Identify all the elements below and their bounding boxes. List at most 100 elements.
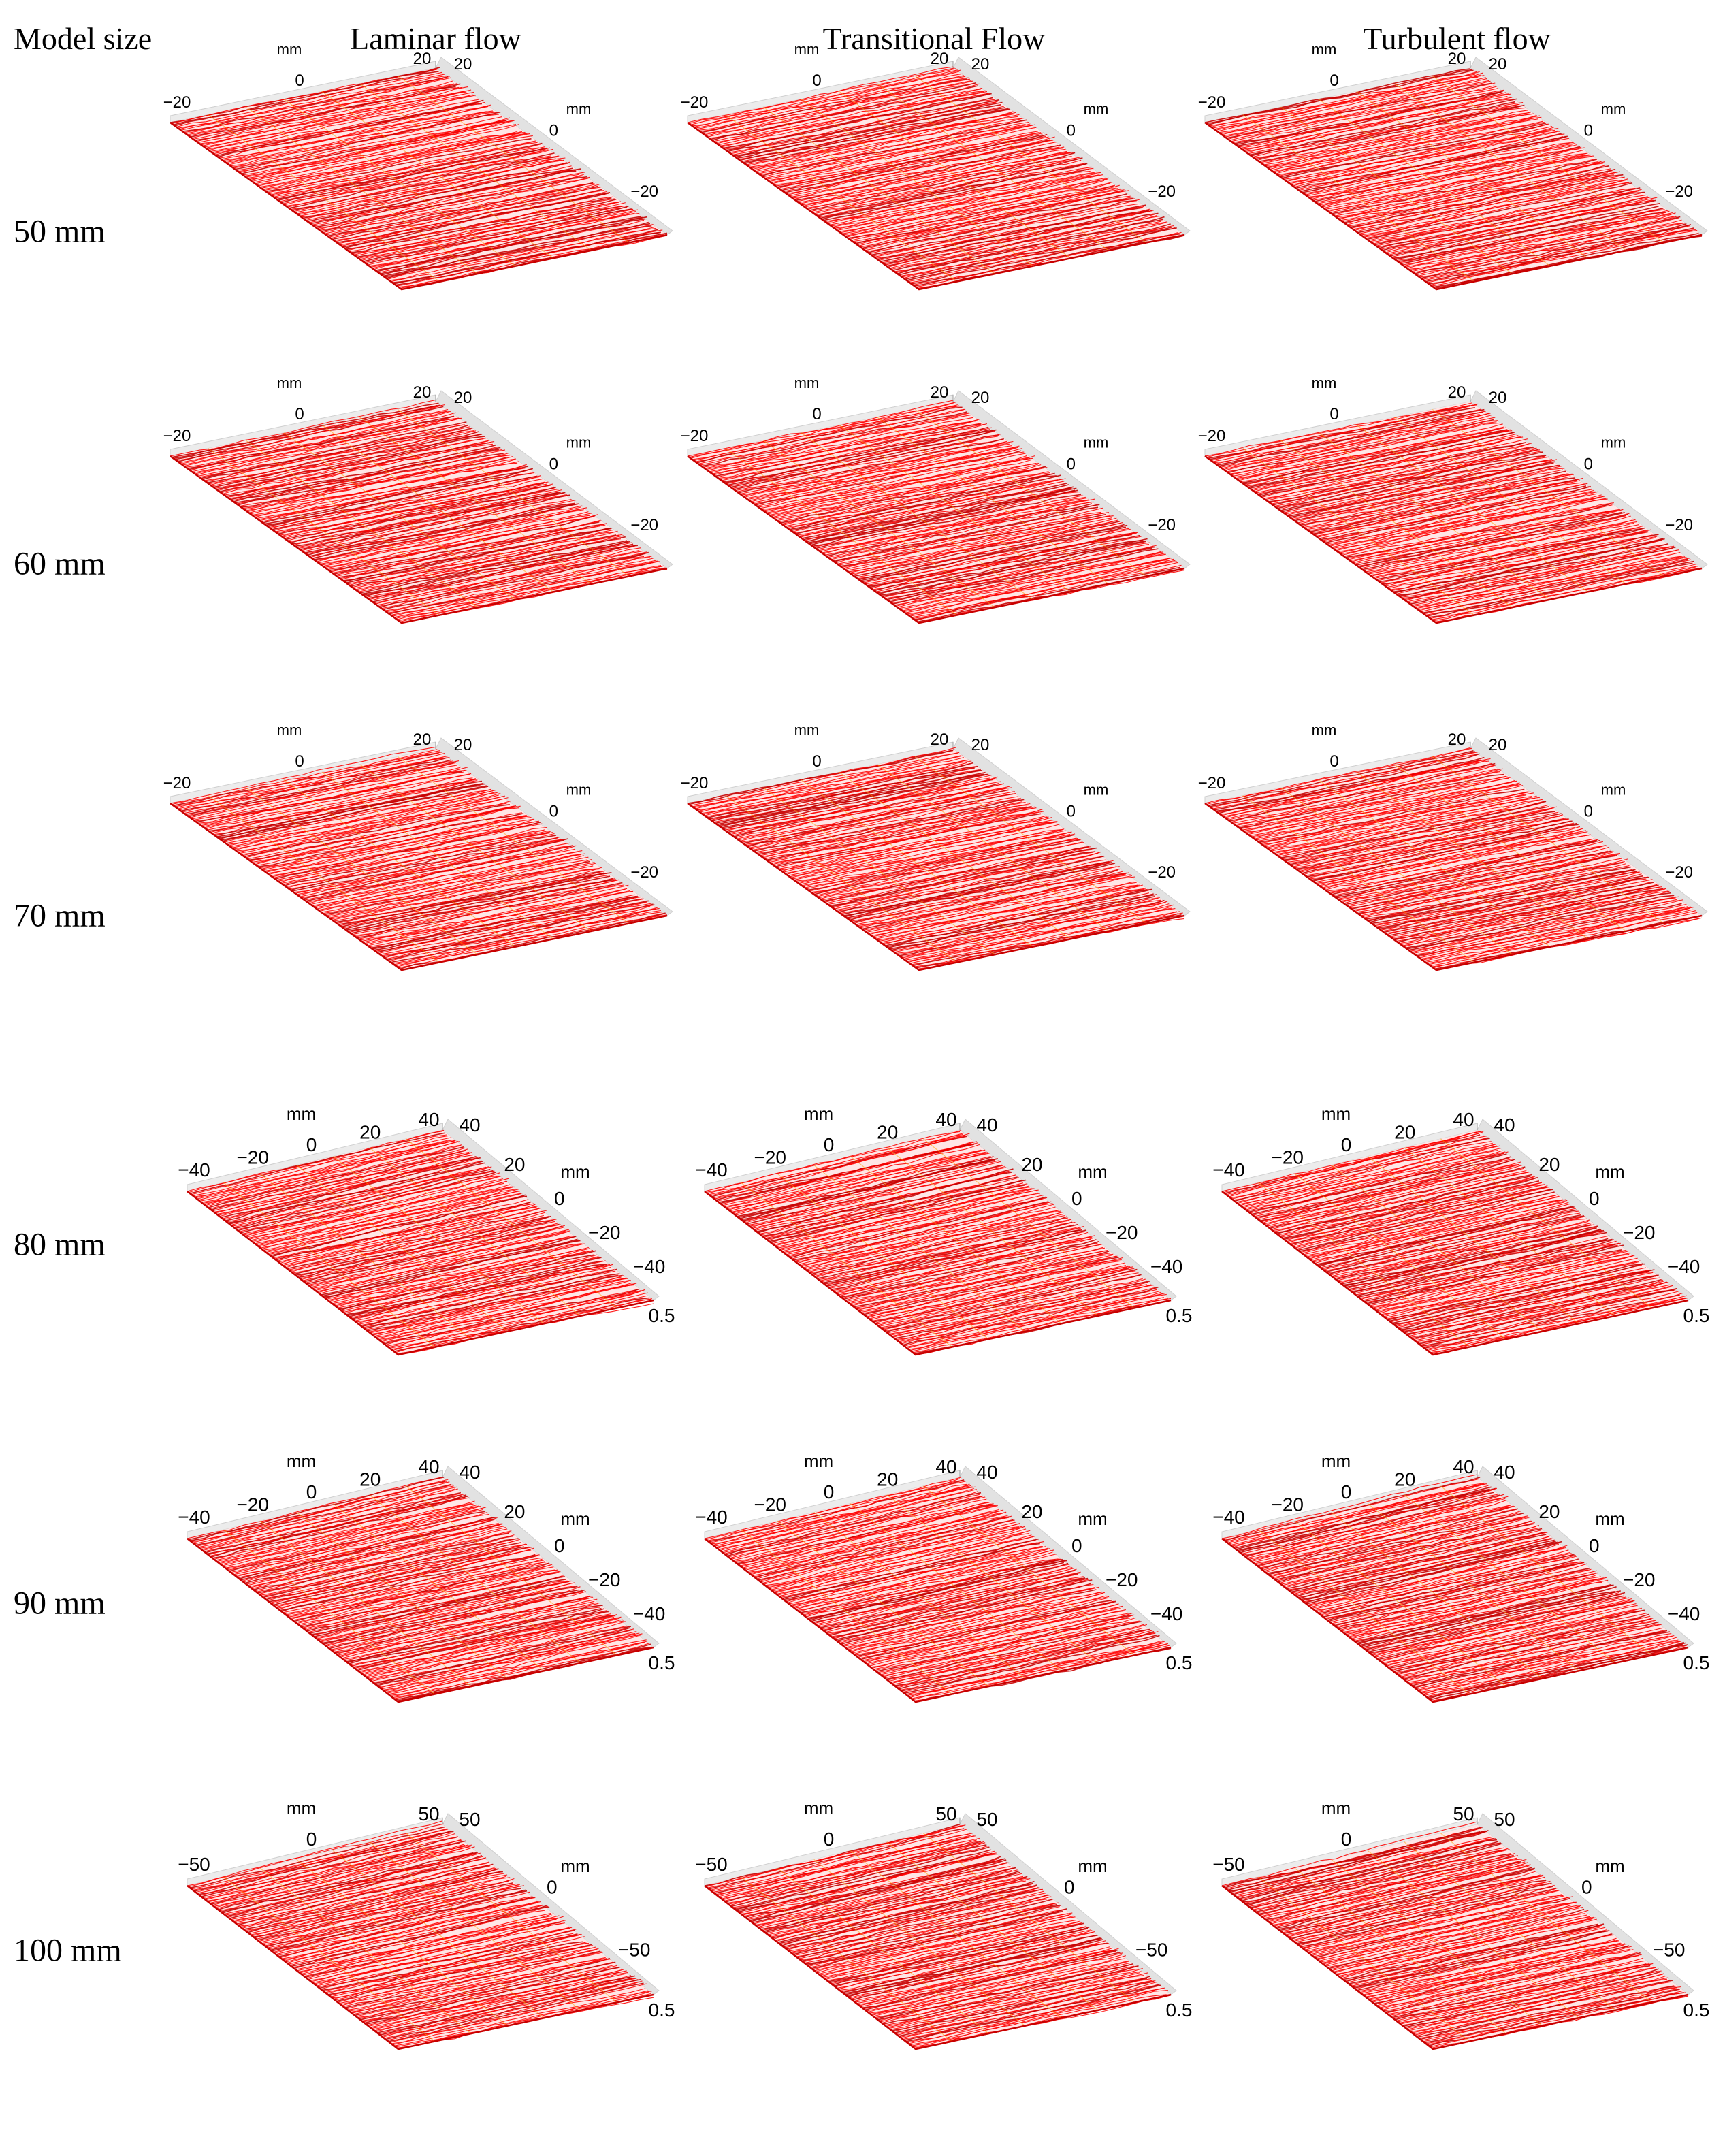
surface-edge	[687, 121, 1185, 291]
x-axis-tick: −20	[681, 774, 709, 792]
y-axis-tick: 0	[547, 1877, 558, 1898]
y-axis-tick: 0	[1071, 1188, 1082, 1209]
surface-plot-svg: −50 0 50 mm 50 0 −50 mm 0.5	[178, 1798, 675, 2050]
axis-tick-labels: −40 −20 0 20 40 mm 40 20 0 −20 −40 mm 0.5	[178, 1104, 675, 1326]
back-wall-right	[959, 1119, 1177, 1301]
y-axis-tick: −20	[1665, 182, 1693, 201]
z-axis-tick: 0.5	[649, 1305, 675, 1326]
y-axis-tick-top: 20	[971, 55, 990, 74]
x-axis-unit-label: mm	[277, 722, 302, 739]
y-axis-tick: −20	[1623, 1222, 1656, 1243]
surface-plot-60mm-transitional: −20 0 20 mm 20 0 −20 mm	[667, 374, 1198, 762]
x-axis-tick: 20	[1394, 1122, 1415, 1143]
y-axis-tick: 0	[1589, 1535, 1600, 1556]
surface-plot-70mm-turbulent: −20 0 20 mm 20 0 −20 mm	[1184, 722, 1715, 1110]
x-axis-unit-label: mm	[287, 1104, 316, 1124]
y-axis-tick-top: 20	[1489, 55, 1507, 74]
axis-tick-labels: −40 −20 0 20 40 mm 40 20 0 −20 −40 mm 0.5	[695, 1104, 1192, 1326]
y-axis-unit-label: mm	[1084, 782, 1109, 799]
y-axis-tick: 0	[1067, 803, 1076, 821]
x-axis-unit-label: mm	[794, 722, 820, 739]
surface-contours	[1221, 1821, 1689, 2050]
axis-tick-labels: −50 0 50 mm 50 0 −50 mm 0.5	[178, 1798, 675, 2021]
surface-contours	[187, 1820, 654, 2050]
x-axis-tick: 0	[1341, 1829, 1352, 1850]
back-wall-right	[1477, 1466, 1694, 1648]
surface-contours	[704, 1129, 1172, 1355]
surface-plot-svg: −20 0 20 mm 20 0 −20 mm	[681, 374, 1191, 624]
back-wall-right	[1470, 57, 1708, 236]
back-wall-right	[435, 57, 673, 236]
x-axis-tick: 0	[306, 1481, 317, 1502]
axis-tick-labels: −20 0 20 mm 20 0 −20 mm	[1198, 722, 1693, 882]
x-axis-tick: 0	[295, 752, 304, 771]
y-axis-unit-label: mm	[566, 434, 592, 451]
z-axis-tick: 0.5	[1683, 1999, 1710, 2021]
y-axis-tick: 20	[1021, 1501, 1042, 1522]
surface-edge	[1204, 455, 1703, 624]
surface-plot-svg: −40 −20 0 20 40 mm 40 20 0 −20 −40 mm 0.5	[178, 1451, 675, 1703]
x-axis-tick: −40	[1212, 1507, 1245, 1528]
axis-tick-labels: −50 0 50 mm 50 0 −50 mm 0.5	[695, 1798, 1192, 2021]
y-axis-tick: −20	[1623, 1569, 1656, 1590]
y-axis-tick: 0	[1589, 1188, 1600, 1209]
y-axis-tick: −40	[1150, 1603, 1183, 1624]
x-axis-tick: 0	[306, 1134, 317, 1155]
x-axis-tick: 40	[935, 1109, 956, 1130]
surface-plot-90mm-transitional: −40 −20 0 20 40 mm 40 20 0 −20 −40 mm 0.5	[667, 1451, 1198, 1804]
x-axis-tick: −40	[178, 1159, 210, 1180]
x-axis-tick: 50	[418, 1803, 439, 1824]
x-axis-unit-label: mm	[1321, 1798, 1351, 1818]
surface-contours	[170, 66, 668, 290]
y-axis-tick-top: 40	[976, 1114, 997, 1136]
y-axis-unit-label: mm	[1595, 1856, 1624, 1876]
y-axis-unit-label: mm	[1601, 434, 1626, 451]
surface-plot-svg: −20 0 20 mm 20 0 −20 mm	[163, 374, 673, 624]
x-axis-tick: −40	[695, 1159, 728, 1180]
x-axis-tick: 40	[1453, 1456, 1474, 1477]
y-axis-tick-top: 40	[976, 1462, 997, 1483]
surface-plot-50mm-laminar: −20 0 20 mm 20 0 −20 mm	[150, 41, 681, 429]
x-axis-tick: 40	[1453, 1109, 1474, 1130]
y-axis-tick: 0	[1584, 803, 1593, 821]
axis-tick-labels: −20 0 20 mm 20 0 −20 mm	[681, 722, 1176, 882]
surface-plot-80mm-turbulent: −40 −20 0 20 40 mm 40 20 0 −20 −40 mm 0.5	[1184, 1104, 1715, 1457]
y-axis-tick: 0	[549, 122, 558, 140]
x-axis-unit-label: mm	[794, 41, 820, 58]
y-axis-tick: −50	[1135, 1939, 1168, 1960]
y-axis-tick: 20	[504, 1501, 525, 1522]
x-axis-tick: 0	[824, 1481, 835, 1502]
surface-plot-100mm-transitional: −50 0 50 mm 50 0 −50 mm 0.5	[667, 1798, 1198, 2151]
y-axis-tick-top: 20	[454, 55, 472, 74]
y-axis-tick: 0	[1584, 122, 1593, 140]
y-axis-unit-label: mm	[560, 1856, 590, 1876]
x-axis-unit-label: mm	[287, 1451, 316, 1471]
surface-edge	[187, 1538, 654, 1703]
surface-edge	[170, 455, 668, 624]
back-wall-right	[959, 1466, 1177, 1648]
x-axis-tick: 40	[935, 1456, 956, 1477]
y-axis-tick-top: 20	[454, 389, 472, 407]
surface-contours	[687, 66, 1185, 290]
surface-plot-50mm-turbulent: −20 0 20 mm 20 0 −20 mm	[1184, 41, 1715, 429]
surface-plot-svg: −20 0 20 mm 20 0 −20 mm	[1198, 374, 1708, 624]
surface-edge	[1204, 121, 1703, 291]
z-axis-tick: 0.5	[649, 1999, 675, 2021]
surface-contours	[704, 1477, 1172, 1703]
surface-contours	[1204, 402, 1703, 624]
x-axis-tick: 0	[812, 405, 821, 423]
row-label-50mm: 50 mm	[14, 213, 106, 250]
axis-tick-labels: −20 0 20 mm 20 0 −20 mm	[163, 722, 658, 882]
y-axis-unit-label: mm	[1078, 1161, 1107, 1182]
surface-plot-svg: −20 0 20 mm 20 0 −20 mm	[1198, 41, 1708, 291]
x-axis-tick: −20	[237, 1494, 270, 1515]
x-axis-tick: −20	[754, 1494, 787, 1515]
surface-edge	[704, 1885, 1172, 2050]
y-axis-unit-label: mm	[566, 101, 592, 118]
y-axis-unit-label: mm	[1078, 1856, 1107, 1876]
x-axis-tick: −20	[1198, 427, 1226, 445]
surface-contours	[187, 1476, 654, 1703]
y-axis-tick: 0	[554, 1535, 565, 1556]
surface-contours	[187, 1129, 654, 1355]
